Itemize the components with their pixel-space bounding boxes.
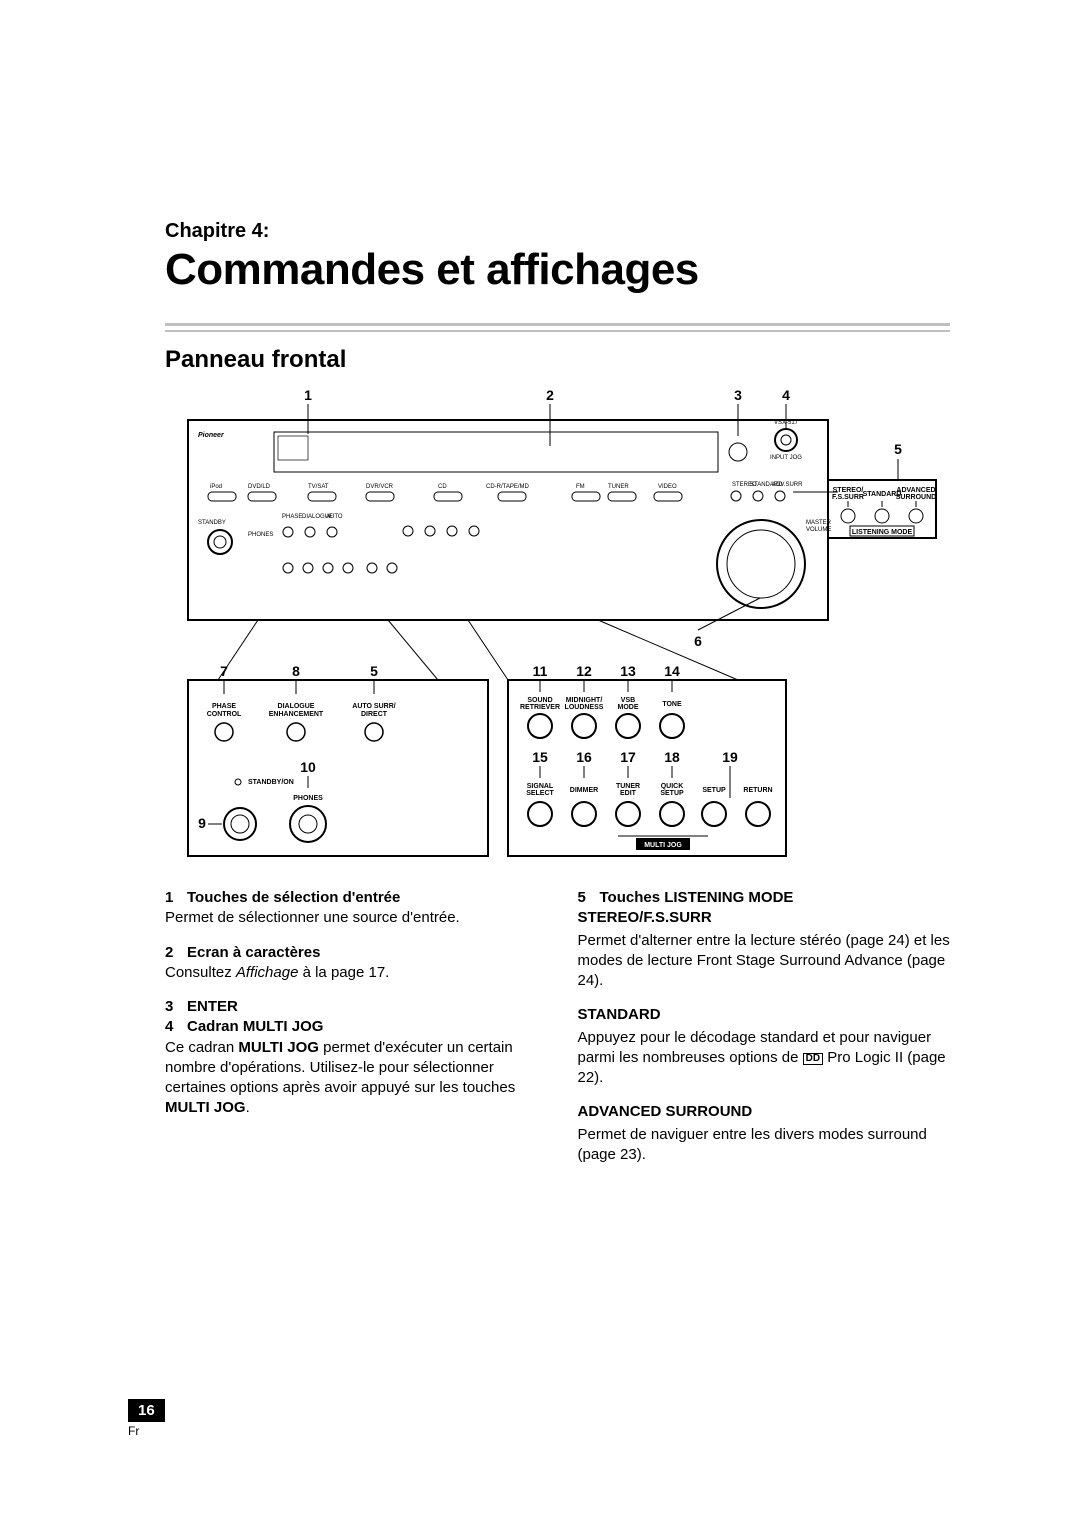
listening-mode-detail: STEREO/ F.S.SURR STANDARD ADVANCED SURRO… [828, 480, 936, 538]
svg-text:TV/SAT: TV/SAT [308, 484, 329, 490]
svg-text:Pioneer: Pioneer [198, 432, 225, 439]
svg-text:PHASE: PHASE [282, 514, 302, 520]
svg-text:RETRIEVER: RETRIEVER [519, 704, 559, 711]
svg-text:ADV.SURR: ADV.SURR [772, 482, 803, 488]
svg-text:SETUP: SETUP [702, 787, 726, 794]
svg-text:DVR/VCR: DVR/VCR [366, 484, 394, 490]
svg-text:7: 7 [220, 663, 228, 679]
svg-text:PHASE: PHASE [211, 703, 235, 710]
svg-text:CD-R/TAPE/MD: CD-R/TAPE/MD [486, 484, 530, 490]
svg-text:DIMMER: DIMMER [569, 787, 597, 794]
item-body: Consultez Affichage à la page 17. [165, 963, 538, 983]
callout-3: 3 [734, 387, 742, 403]
svg-text:SOUND: SOUND [527, 697, 552, 704]
svg-text:10: 10 [300, 759, 316, 775]
svg-text:ENHANCEMENT: ENHANCEMENT [268, 711, 323, 718]
callout-5: 5 [894, 441, 902, 457]
svg-text:17: 17 [620, 749, 636, 765]
page-title: Commandes et affichages [165, 245, 950, 295]
svg-text:TUNER: TUNER [608, 484, 629, 490]
svg-text:19: 19 [722, 749, 738, 765]
front-panel-diagram: 1 2 3 4 Pioneer VSX-517 INPUT JOG iPod D… [165, 384, 950, 864]
svg-text:VSB: VSB [620, 697, 634, 704]
svg-text:SELECT: SELECT [526, 790, 554, 797]
callout-6: 6 [694, 633, 702, 649]
callout-1: 1 [304, 387, 312, 403]
left-column: 1Touches de sélection d'entréePermet de … [165, 888, 538, 1179]
svg-text:LOUDNESS: LOUDNESS [564, 704, 603, 711]
svg-text:PHONES: PHONES [293, 795, 323, 802]
svg-text:MODE: MODE [617, 704, 638, 711]
svg-text:15: 15 [532, 749, 548, 765]
svg-text:VSX-517: VSX-517 [773, 420, 798, 426]
callout-4: 4 [782, 387, 790, 403]
svg-text:F.S.SURR: F.S.SURR [832, 494, 864, 501]
svg-text:LISTENING MODE: LISTENING MODE [851, 529, 912, 536]
page-number: 16 [128, 1399, 165, 1422]
svg-text:SIGNAL: SIGNAL [526, 783, 553, 790]
svg-text:CD: CD [438, 484, 447, 490]
svg-text:STANDBY/ON: STANDBY/ON [248, 779, 294, 786]
detail-right: 11 12 13 14 SOUND RETRIEVER MIDNIGHT/ LO… [508, 663, 786, 856]
svg-text:18: 18 [664, 749, 680, 765]
svg-text:11: 11 [532, 663, 547, 679]
sub-heading: STANDARD [578, 1005, 951, 1025]
svg-text:8: 8 [292, 663, 300, 679]
svg-text:PHONES: PHONES [248, 532, 273, 538]
chapter-label: Chapitre 4: [165, 220, 950, 243]
svg-text:TUNER: TUNER [615, 783, 639, 790]
svg-text:iPod: iPod [210, 484, 222, 490]
item-heading: 2Ecran à caractères [165, 943, 538, 963]
svg-text:FM: FM [576, 484, 585, 490]
page-language: Fr [128, 1424, 165, 1438]
svg-text:16: 16 [576, 749, 592, 765]
svg-text:AUTO SURR/: AUTO SURR/ [352, 703, 395, 710]
svg-text:ADVANCED: ADVANCED [896, 487, 935, 494]
svg-text:MIDNIGHT/: MIDNIGHT/ [565, 697, 602, 704]
svg-text:DIALOGUE: DIALOGUE [277, 703, 314, 710]
rule-bottom [165, 330, 950, 332]
description-columns: 1Touches de sélection d'entréePermet de … [165, 888, 950, 1179]
svg-text:QUICK: QUICK [660, 783, 683, 790]
callout-2: 2 [546, 387, 554, 403]
item-body: Ce cadran MULTI JOG permet d'exécuter un… [165, 1038, 538, 1119]
item-body: Appuyez pour le décodage standard et pou… [578, 1028, 951, 1089]
item-heading: 4Cadran MULTI JOG [165, 1017, 538, 1037]
svg-text:14: 14 [664, 663, 680, 679]
right-column: 5Touches LISTENING MODESTEREO/F.S.SURR Pe… [578, 888, 951, 1179]
svg-text:DVD/LD: DVD/LD [248, 484, 271, 490]
rule-top [165, 323, 950, 326]
svg-text:13: 13 [620, 663, 636, 679]
svg-text:RETURN: RETURN [743, 787, 772, 794]
svg-text:TONE: TONE [662, 701, 682, 708]
svg-text:5: 5 [370, 663, 378, 679]
sub-heading: STEREO/F.S.SURR [578, 908, 951, 928]
detail-left: 7 8 5 PHASE CONTROL DIALOGUE ENHANCEMENT… [188, 663, 488, 856]
sub-heading: ADVANCED SURROUND [578, 1102, 951, 1122]
svg-text:VIDEO: VIDEO [658, 484, 677, 490]
svg-text:DIRECT: DIRECT [360, 711, 387, 718]
item-heading: 1Touches de sélection d'entrée [165, 888, 538, 908]
svg-text:STANDBY: STANDBY [198, 520, 226, 526]
svg-text:AUTO: AUTO [326, 514, 343, 520]
svg-text:SURROUND: SURROUND [895, 494, 935, 501]
item-body: Permet d'alterner entre la lecture stéré… [578, 931, 951, 992]
svg-text:9: 9 [198, 815, 206, 831]
item-heading: 5Touches LISTENING MODE [578, 888, 951, 908]
svg-text:EDIT: EDIT [620, 790, 637, 797]
item-body: Permet de sélectionner une source d'entr… [165, 908, 538, 928]
item-heading: 3ENTER [165, 997, 538, 1017]
svg-text:12: 12 [576, 663, 592, 679]
svg-text:MULTI JOG: MULTI JOG [644, 842, 682, 849]
svg-text:INPUT JOG: INPUT JOG [770, 455, 802, 461]
svg-text:SETUP: SETUP [660, 790, 684, 797]
svg-text:CONTROL: CONTROL [206, 711, 241, 718]
page-footer: 16 Fr [128, 1399, 165, 1438]
section-title: Panneau frontal [165, 346, 950, 374]
item-body: Permet de naviguer entre les divers mode… [578, 1125, 951, 1166]
svg-text:STEREO/: STEREO/ [832, 487, 863, 494]
